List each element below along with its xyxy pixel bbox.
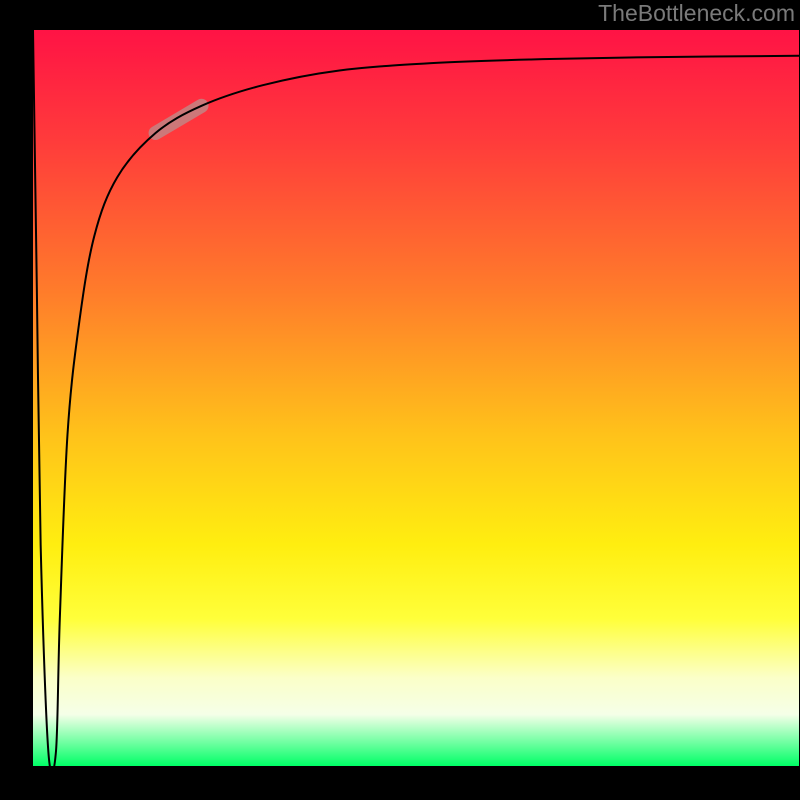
chart-container: TheBottleneck.com <box>0 0 800 800</box>
watermark-text: TheBottleneck.com <box>598 0 795 27</box>
curve-svg <box>0 0 800 800</box>
main-curve <box>33 30 799 773</box>
